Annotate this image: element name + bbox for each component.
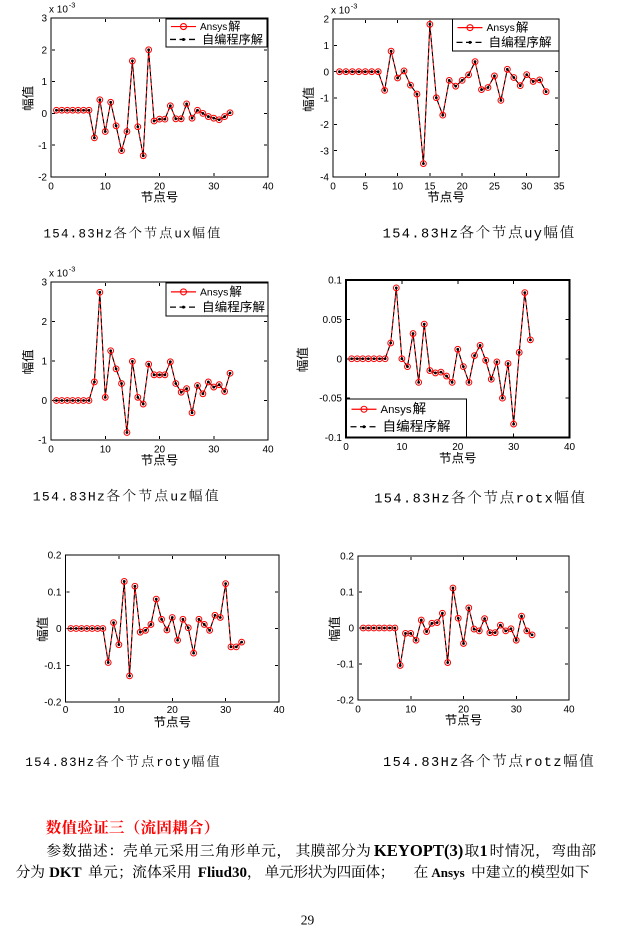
svg-text:30: 30 — [208, 445, 220, 456]
svg-text:29: 29 — [301, 913, 315, 928]
svg-text:x 10: x 10 — [49, 5, 68, 16]
svg-text:0: 0 — [41, 109, 47, 120]
svg-text:3: 3 — [41, 14, 47, 25]
svg-text:uz: uz — [170, 490, 188, 505]
svg-text:Ansys: Ansys — [200, 287, 228, 298]
svg-text:20: 20 — [154, 445, 166, 456]
svg-text:Ansys: Ansys — [381, 404, 412, 416]
svg-text:40: 40 — [563, 705, 575, 716]
svg-text:25: 25 — [489, 182, 501, 193]
svg-text:0: 0 — [336, 354, 342, 365]
svg-text:rotx: rotx — [516, 493, 554, 508]
svg-text:40: 40 — [564, 442, 576, 453]
svg-text:-1: -1 — [320, 94, 329, 105]
svg-text:x 10: x 10 — [49, 269, 68, 280]
svg-text:30: 30 — [208, 182, 220, 193]
svg-text:5: 5 — [363, 182, 369, 193]
svg-text:0: 0 — [48, 182, 54, 193]
svg-text:30: 30 — [511, 705, 523, 716]
svg-text:1: 1 — [323, 41, 329, 52]
svg-text:0.1: 0.1 — [48, 587, 62, 598]
svg-text:1: 1 — [41, 77, 47, 88]
svg-text:-0.1: -0.1 — [325, 433, 343, 444]
svg-text:Ansys: Ansys — [431, 865, 464, 880]
svg-text:2: 2 — [323, 15, 329, 26]
svg-text:-1: -1 — [38, 436, 47, 447]
svg-text:20: 20 — [457, 182, 469, 193]
svg-text:0.1: 0.1 — [340, 588, 354, 599]
svg-text:10: 10 — [100, 182, 112, 193]
svg-text:20: 20 — [458, 705, 470, 716]
svg-text:0.2: 0.2 — [48, 551, 62, 562]
svg-text:154.83Hz: 154.83Hz — [25, 756, 95, 770]
svg-text:10: 10 — [392, 182, 404, 193]
svg-text:0: 0 — [48, 445, 54, 456]
svg-text:1: 1 — [480, 843, 488, 860]
svg-text:Ansys: Ansys — [487, 23, 515, 34]
svg-text:DKT: DKT — [49, 865, 82, 881]
svg-text:KEYOPT(3): KEYOPT(3) — [374, 841, 463, 860]
svg-text:-3: -3 — [320, 146, 329, 157]
svg-text:154.83Hz: 154.83Hz — [33, 490, 107, 505]
svg-text:154.83Hz: 154.83Hz — [383, 227, 460, 242]
svg-text:30: 30 — [508, 442, 520, 453]
svg-text:-2: -2 — [38, 173, 47, 184]
svg-text:uy: uy — [524, 227, 543, 242]
svg-text:-0.1: -0.1 — [44, 661, 62, 672]
svg-text:0.1: 0.1 — [328, 276, 342, 287]
svg-text:-3: -3 — [69, 265, 76, 274]
svg-text:0.05: 0.05 — [323, 315, 343, 326]
svg-text:0: 0 — [343, 442, 349, 453]
svg-text:-0.2: -0.2 — [337, 696, 355, 707]
svg-text:10: 10 — [113, 705, 125, 716]
svg-text:0: 0 — [348, 624, 354, 635]
svg-text:0: 0 — [63, 705, 69, 716]
svg-text:40: 40 — [273, 705, 285, 716]
svg-text:30: 30 — [521, 182, 533, 193]
svg-text:154.83Hz: 154.83Hz — [44, 228, 114, 242]
svg-text:-0.1: -0.1 — [337, 660, 355, 671]
svg-text:Ansys: Ansys — [200, 22, 227, 33]
svg-text:20: 20 — [452, 442, 464, 453]
svg-text:20: 20 — [154, 182, 166, 193]
svg-text:0: 0 — [41, 396, 47, 407]
svg-text:x 10: x 10 — [331, 6, 350, 17]
svg-text:0: 0 — [323, 67, 329, 78]
svg-text:0: 0 — [330, 182, 336, 193]
svg-text:rotz: rotz — [525, 756, 563, 771]
svg-text:40: 40 — [262, 445, 274, 456]
svg-text:-2: -2 — [320, 120, 329, 131]
svg-text:154.83Hz: 154.83Hz — [383, 756, 460, 771]
svg-text:-1: -1 — [38, 141, 47, 152]
svg-text:1: 1 — [41, 357, 47, 368]
svg-text:40: 40 — [262, 182, 274, 193]
svg-text:roty: roty — [156, 756, 191, 770]
svg-text:2: 2 — [41, 45, 47, 56]
svg-text:35: 35 — [553, 182, 565, 193]
svg-text:10: 10 — [405, 705, 417, 716]
svg-text:ux: ux — [174, 228, 192, 242]
svg-text:3: 3 — [41, 278, 47, 289]
svg-text:-3: -3 — [351, 2, 358, 11]
svg-text:-3: -3 — [69, 1, 76, 10]
svg-text:10: 10 — [396, 442, 408, 453]
svg-text:0.2: 0.2 — [340, 552, 354, 563]
svg-text:2: 2 — [41, 317, 47, 328]
svg-text:20: 20 — [167, 705, 179, 716]
svg-text:Fliud30: Fliud30 — [198, 865, 247, 881]
svg-text:30: 30 — [220, 705, 232, 716]
svg-text:-4: -4 — [320, 173, 329, 184]
svg-text:10: 10 — [100, 445, 112, 456]
svg-text:15: 15 — [424, 182, 436, 193]
svg-text:0: 0 — [355, 705, 361, 716]
svg-text:0: 0 — [56, 624, 62, 635]
svg-text:-0.2: -0.2 — [44, 698, 62, 709]
svg-text:-0.05: -0.05 — [319, 394, 342, 405]
svg-text:154.83Hz: 154.83Hz — [374, 493, 451, 508]
